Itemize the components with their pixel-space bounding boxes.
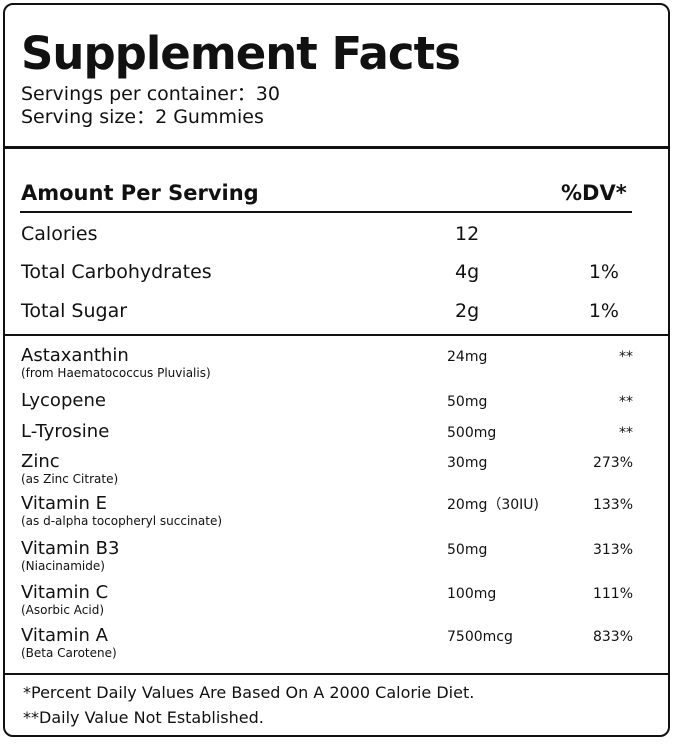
ingredient-name: Vitamin C (21, 582, 109, 603)
ingredient-note: (from Haematococcus Pluvialis) (21, 366, 211, 380)
ingredient-amount: 7500mcg (447, 629, 513, 645)
divider (5, 146, 668, 149)
row-dv: 1% (588, 261, 619, 283)
ingredient-name: Astaxanthin (21, 345, 129, 366)
amount-heading: Amount Per Serving (21, 181, 259, 205)
ingredient-note: (Asorbic Acid) (21, 603, 105, 617)
row-dv: 1% (588, 300, 619, 322)
title: Supplement Facts (21, 27, 461, 80)
footnote: **Daily Value Not Established. (23, 708, 264, 727)
divider (5, 334, 668, 336)
dv-heading: %DV* (561, 181, 627, 205)
ingredient-dv: ** (619, 349, 633, 365)
row-name: Total Carbohydrates (21, 261, 212, 283)
ingredient-name: Vitamin B3 (21, 538, 120, 559)
ingredient-name: Vitamin E (21, 493, 108, 514)
ingredient-dv: ** (619, 425, 633, 441)
ingredient-name: Lycopene (21, 390, 106, 411)
divider (5, 673, 668, 675)
row-name: Total Sugar (21, 300, 128, 322)
ingredient-amount: 24mg (447, 349, 488, 365)
ingredient-amount: 50mg (447, 394, 488, 410)
divider (20, 211, 632, 213)
servings-per-container: Servings per container：30 (21, 83, 280, 105)
ingredient-dv: 133% (592, 497, 633, 513)
ingredient-name: Vitamin A (21, 625, 108, 646)
ingredient-note: (Niacinamide) (21, 559, 105, 573)
serving-size: Serving size：2 Gummies (21, 106, 264, 128)
footnote: *Percent Daily Values Are Based On A 200… (23, 683, 475, 702)
ingredient-name: Zinc (21, 451, 60, 472)
ingredient-amount: 500mg (447, 425, 497, 441)
ingredient-dv: 111% (592, 586, 633, 602)
ingredient-amount: 100mg (447, 586, 497, 602)
ingredient-amount: 30mg (447, 455, 488, 471)
ingredient-dv: 273% (592, 455, 633, 471)
row-name: Calories (21, 223, 98, 245)
ingredient-amount: 50mg (447, 542, 488, 558)
ingredient-note: (as d-alpha tocopheryl succinate) (21, 514, 223, 528)
ingredient-note: (as Zinc Citrate) (21, 472, 119, 486)
row-amount: 4g (455, 261, 480, 283)
ingredient-dv: 313% (592, 542, 633, 558)
row-amount: 12 (455, 223, 480, 245)
ingredient-dv: ** (619, 394, 633, 410)
ingredient-amount: 20mg（30IU) (447, 497, 539, 513)
facts-panel: Supplement Facts Servings per container：… (3, 3, 670, 737)
ingredient-name: L-Tyrosine (21, 421, 110, 442)
ingredient-note: (Beta Carotene) (21, 646, 117, 660)
ingredient-dv: 833% (592, 629, 633, 645)
row-amount: 2g (455, 300, 480, 322)
